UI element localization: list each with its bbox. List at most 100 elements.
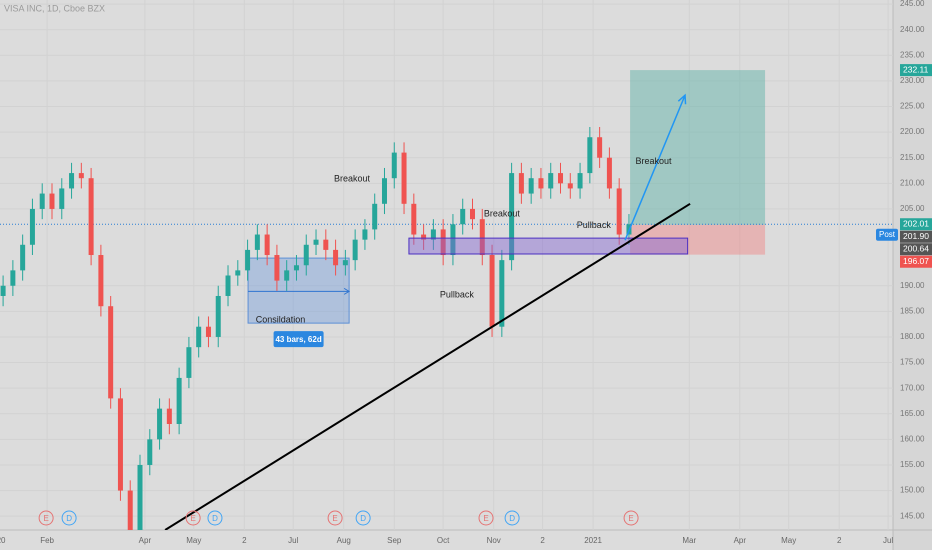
y-tick-label: 190.00: [900, 281, 925, 290]
post-tag: Post: [879, 230, 896, 239]
x-tick-label: 2020: [0, 536, 6, 545]
event-marker: [504, 510, 520, 526]
annotation: Pullback: [440, 289, 475, 299]
post-tag-box: [876, 228, 898, 241]
annotation: Pullback: [577, 220, 612, 230]
x-tick-label: Feb: [40, 536, 54, 545]
price-label: 232.11: [903, 64, 929, 74]
y-tick-label: 145.00: [900, 511, 925, 520]
consolidation-box: [247, 257, 350, 324]
arrow-head: [677, 93, 687, 105]
price-label-box: [900, 230, 932, 243]
candle-body: [157, 408, 163, 440]
y-tick-label: 170.00: [900, 383, 925, 392]
candle-body: [205, 326, 211, 337]
event-label: D: [212, 514, 218, 523]
event-marker: [327, 510, 343, 526]
x-tick-label: Aug: [337, 536, 351, 545]
candle-body: [176, 377, 182, 424]
y-tick-label: 175.00: [900, 358, 925, 367]
event-label: E: [628, 514, 633, 523]
event-marker: [38, 510, 54, 526]
candle-body: [274, 255, 280, 281]
candle-body: [10, 270, 16, 286]
price-label-box: [900, 64, 932, 77]
annotation: Breakout: [334, 174, 371, 184]
target-arrow: [624, 94, 686, 241]
candle-body: [489, 255, 495, 327]
candle-body: [430, 229, 436, 240]
x-tick-label: Jul: [288, 536, 298, 545]
candle-body: [78, 173, 84, 179]
candle-body: [342, 260, 348, 266]
candle-body: [528, 178, 534, 194]
candle-body: [254, 234, 260, 250]
x-tick-label: 2: [540, 536, 545, 545]
candle-body: [117, 398, 123, 491]
support-box: [408, 237, 689, 255]
event-label: E: [43, 514, 48, 523]
candle-body: [411, 203, 417, 235]
candle-body: [567, 183, 573, 189]
price-label-box: [900, 243, 932, 256]
candle-body: [39, 193, 45, 209]
candle-body: [303, 244, 309, 266]
price-label: 202.01: [903, 218, 929, 228]
candle-body: [215, 295, 221, 337]
event-label: D: [360, 514, 366, 523]
candle-body: [196, 326, 202, 348]
candle-body: [166, 408, 172, 424]
y-tick-label: 240.00: [900, 25, 925, 34]
x-tick-label: Jul: [883, 536, 893, 545]
candle-body: [577, 173, 583, 189]
event-marker: [623, 510, 639, 526]
profit-zone: [630, 70, 766, 225]
price-label-box: [900, 255, 932, 268]
y-tick-label: 245.00: [900, 0, 925, 8]
candle-body: [59, 188, 65, 209]
event-marker: [355, 510, 371, 526]
candle-body: [29, 208, 35, 245]
y-tick-label: 165.00: [900, 409, 925, 418]
candle-body: [186, 347, 192, 378]
x-tick-label: Apr: [734, 536, 747, 545]
candle-body: [518, 173, 524, 194]
candle-body: [587, 137, 593, 174]
candle-body: [421, 234, 427, 240]
loss-zone: [630, 224, 766, 255]
y-tick-label: 155.00: [900, 460, 925, 469]
y-tick-label: 230.00: [900, 76, 925, 85]
event-label: E: [483, 514, 488, 523]
candle-body: [88, 178, 94, 256]
candle-body: [313, 239, 319, 245]
trend-line: [164, 202, 691, 530]
event-marker: [207, 510, 223, 526]
candle-body: [333, 249, 339, 266]
candle-body: [499, 260, 505, 327]
measure-tag: [273, 331, 324, 348]
candle-body: [49, 193, 55, 209]
price-label: 200.64: [903, 243, 929, 253]
x-tick-label: May: [186, 536, 201, 545]
x-tick-label: 2: [837, 536, 842, 545]
chart-title: VISA INC, 1D, Cboe BZX: [4, 3, 105, 13]
x-tick-label: 2021: [584, 536, 602, 545]
candle-body: [293, 265, 299, 271]
candle-body: [137, 464, 143, 530]
y-tick-label: 210.00: [900, 178, 925, 187]
y-tick-label: 185.00: [900, 306, 925, 315]
event-label: D: [66, 514, 72, 523]
candle-body: [509, 173, 515, 261]
y-tick-label: 150.00: [900, 486, 925, 495]
candle-body: [479, 219, 485, 256]
candle-body: [372, 203, 378, 230]
annotation: Breakout: [635, 156, 672, 166]
candle-body: [235, 270, 241, 276]
candle-body: [440, 229, 446, 256]
candle-body: [0, 285, 6, 296]
annotation: Consildation: [256, 314, 306, 324]
event-label: D: [509, 514, 515, 523]
candle-body: [108, 306, 114, 399]
candle-body: [147, 439, 153, 465]
